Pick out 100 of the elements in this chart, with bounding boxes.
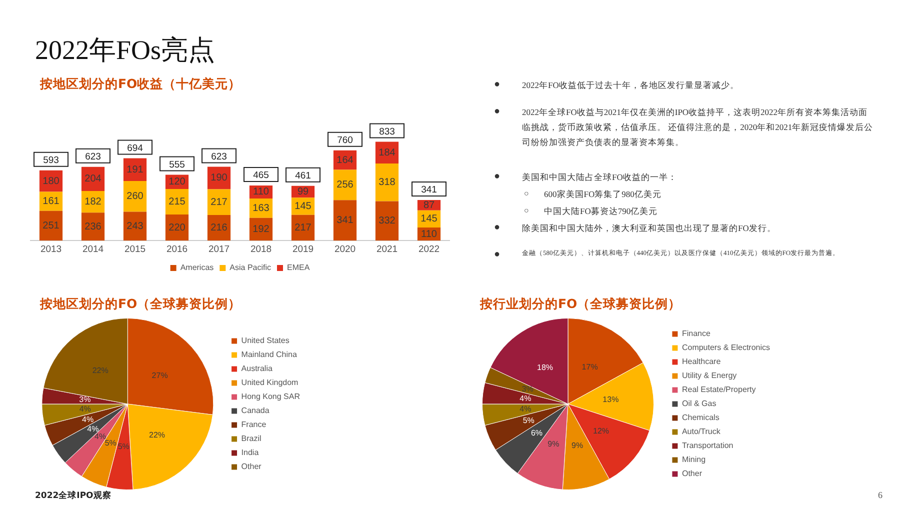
bar <box>123 180 147 212</box>
total-label: 465 <box>253 170 269 182</box>
data-label: 22% <box>92 366 108 376</box>
x-tick-label: 2014 <box>82 244 104 255</box>
data-label: 3% <box>79 395 91 404</box>
data-label: 251 <box>42 220 60 232</box>
data-label: 191 <box>126 164 144 176</box>
x-tick-label: 2018 <box>250 244 272 255</box>
data-label: 13% <box>602 395 619 404</box>
data-label: 4% <box>79 404 91 414</box>
text: 2022全球IPO观察 <box>35 490 112 502</box>
data-label: 12% <box>593 426 610 436</box>
data-label: 164 <box>336 154 354 166</box>
legend-label: Computers & Electronics <box>682 343 770 352</box>
data-label: 87 <box>423 200 435 211</box>
legend-label: Transportation <box>682 441 734 450</box>
legend-label: Canada <box>241 406 270 416</box>
total-label: 694 <box>127 142 143 154</box>
text: ● <box>494 248 502 262</box>
data-label: 4% <box>94 432 106 442</box>
total-label: 623 <box>85 151 101 162</box>
data-label: 4% <box>87 424 99 434</box>
text: 2022年FO收益低于过去十年，各地区发行量显著减少。 <box>522 79 739 92</box>
data-label: 5% <box>118 442 130 451</box>
data-label: 318 <box>378 177 396 188</box>
data-label: 182 <box>84 196 102 208</box>
text: 除美国和中国大陆外，澳大利亚和英国也出现了显著的FO发行。 <box>522 222 776 235</box>
text: ○ <box>524 188 530 200</box>
data-label: 99 <box>297 186 309 198</box>
text: ● <box>494 221 502 235</box>
data-label: 341 <box>336 215 354 226</box>
data-label: 332 <box>378 216 396 227</box>
text: ○ <box>524 205 530 217</box>
legend-label: Healthcare <box>682 357 722 366</box>
text: 6 <box>878 490 882 500</box>
legend-label: India <box>241 448 260 458</box>
legend-label: Mainland China <box>241 350 298 360</box>
legend-label: Brazil <box>241 434 262 444</box>
legend-label: Australia <box>241 364 273 374</box>
data-label: 4% <box>520 404 532 414</box>
x-tick-label: 2019 <box>292 244 314 255</box>
text: 美国和中国大陆占全球FO收益的一半： <box>522 171 677 184</box>
data-label: 260 <box>126 191 144 202</box>
data-label: 17% <box>582 362 598 372</box>
legend-label: Auto/Truck <box>682 427 722 436</box>
data-label: 145 <box>294 201 312 212</box>
x-tick-label: 2021 <box>376 244 398 255</box>
legend-label: France <box>241 420 267 430</box>
legend-label: EMEA <box>287 263 310 272</box>
data-label: 192 <box>252 224 270 235</box>
total-label: 760 <box>337 134 353 146</box>
legend-label: Mining <box>682 455 706 464</box>
data-label: 180 <box>42 176 60 187</box>
legend-label: Finance <box>682 329 711 338</box>
x-tick-label: 2017 <box>208 244 230 255</box>
text: 中国大陆FO募资达790亿美元 <box>544 205 658 218</box>
data-label: 5% <box>522 416 534 426</box>
data-label: 217 <box>210 196 228 208</box>
data-label: 161 <box>42 196 60 208</box>
total-label: 461 <box>295 170 311 182</box>
data-label: 163 <box>252 202 270 214</box>
data-label: 9% <box>548 440 560 449</box>
data-label: 256 <box>336 180 354 191</box>
data-label: 120 <box>168 176 186 188</box>
data-label: 110 <box>253 186 270 198</box>
total-label: 623 <box>211 151 227 162</box>
x-tick-label: 2022 <box>418 244 440 255</box>
data-label: 22% <box>148 430 166 440</box>
data-label: 145 <box>420 214 438 225</box>
text: ● <box>494 105 502 119</box>
x-tick-label: 2020 <box>334 244 356 255</box>
total-label: 555 <box>169 159 185 170</box>
data-label: 217 <box>294 222 312 234</box>
bar <box>207 189 231 215</box>
legend-label: Asia Pacific <box>230 263 272 272</box>
legend-label: Chemicals <box>682 413 720 422</box>
data-label: 220 <box>168 222 186 234</box>
x-tick-label: 2015 <box>124 244 146 255</box>
x-tick-label: 2016 <box>166 244 188 255</box>
data-label: 184 <box>378 147 396 158</box>
text: ● <box>494 78 502 92</box>
total-label: 833 <box>379 126 395 138</box>
bar <box>39 210 63 241</box>
data-label: 236 <box>84 221 102 232</box>
chart-title: 按地区划分的FO收益（十亿美元） <box>40 76 242 93</box>
total-label: 593 <box>43 155 59 166</box>
chart-title: 按行业划分的FO（全球募资比例） <box>480 296 682 313</box>
data-label: 4% <box>520 394 532 403</box>
text: 600家美国FO筹集了980亿美元 <box>544 188 662 201</box>
data-label: 6% <box>530 428 543 438</box>
legend-label: Real Estate/Property <box>682 385 756 394</box>
legend-label: United Kingdom <box>241 378 299 388</box>
chart-title: 按地区划分的FO（全球募资比例） <box>40 296 242 313</box>
data-label: 9% <box>572 441 584 450</box>
bar <box>291 214 315 241</box>
data-label: 110 <box>421 228 438 240</box>
data-label: 216 <box>210 222 228 234</box>
legend-label: Hong Kong SAR <box>241 392 300 402</box>
data-label: 215 <box>168 196 186 208</box>
legend-label: Americas <box>180 263 214 272</box>
